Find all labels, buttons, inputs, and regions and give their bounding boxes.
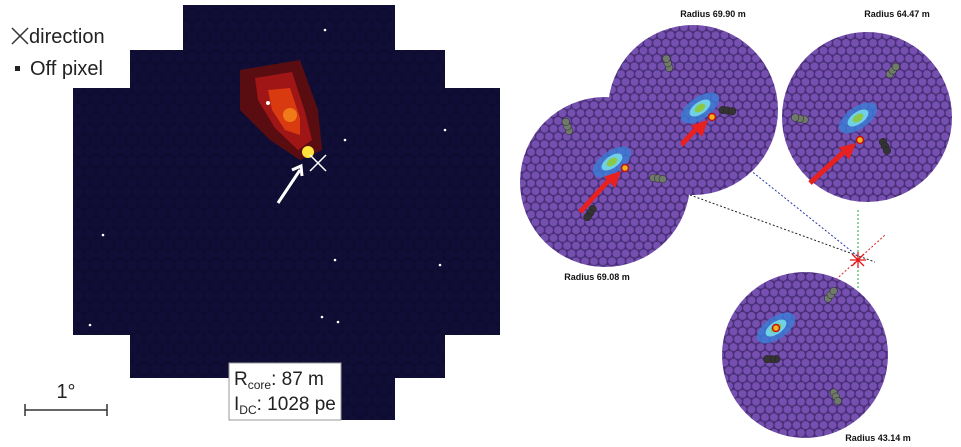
legend-off-pixel: Off pixel: [30, 58, 103, 80]
camera-label: Radius 69.08 m: [564, 272, 630, 282]
camera-view: Radius 69.08 m: [520, 97, 690, 282]
r-subscript: core: [248, 378, 272, 392]
camera-label: Radius 69.90 m: [680, 9, 746, 19]
scale-bar: [25, 404, 107, 416]
off-pixel: [883, 147, 891, 155]
info-r: Rcore: 87 m: [234, 369, 324, 392]
camera-disk: [722, 272, 888, 438]
camera-label: Radius 43.14 m: [845, 433, 911, 443]
estimated-direction: [857, 137, 864, 144]
off-pixel: [892, 63, 900, 71]
figure: direction Off pixel 1° Rcore: 87 m IDC: …: [0, 0, 961, 447]
off-pixel: [728, 108, 736, 116]
off-pixel: [791, 114, 799, 122]
r-value: : 87 m: [271, 369, 324, 390]
core-star: [850, 252, 866, 268]
estimated-direction: [622, 165, 629, 172]
legend-cross: [12, 28, 28, 44]
scale-label: 1°: [56, 381, 75, 403]
off-pixel: [830, 287, 838, 295]
off-pixel: [763, 355, 771, 363]
estimated-direction: [773, 325, 780, 332]
off-pixel: [834, 397, 842, 405]
camera-view: Radius 64.47 m: [782, 9, 952, 202]
off-pixel: [584, 213, 592, 221]
i-subscript: DC: [239, 403, 257, 417]
camera-view: Radius 43.14 m: [722, 272, 911, 443]
i-value: : 1028 pe: [257, 394, 336, 415]
estimated-direction: [709, 114, 716, 121]
off-pixel: [659, 175, 667, 183]
off-pixel: [663, 55, 671, 63]
legend-square: [15, 66, 20, 71]
legend-direction: direction: [29, 26, 105, 48]
off-pixel: [562, 118, 570, 126]
r-symbol: R: [234, 369, 248, 390]
camera-label: Radius 64.47 m: [864, 9, 930, 19]
